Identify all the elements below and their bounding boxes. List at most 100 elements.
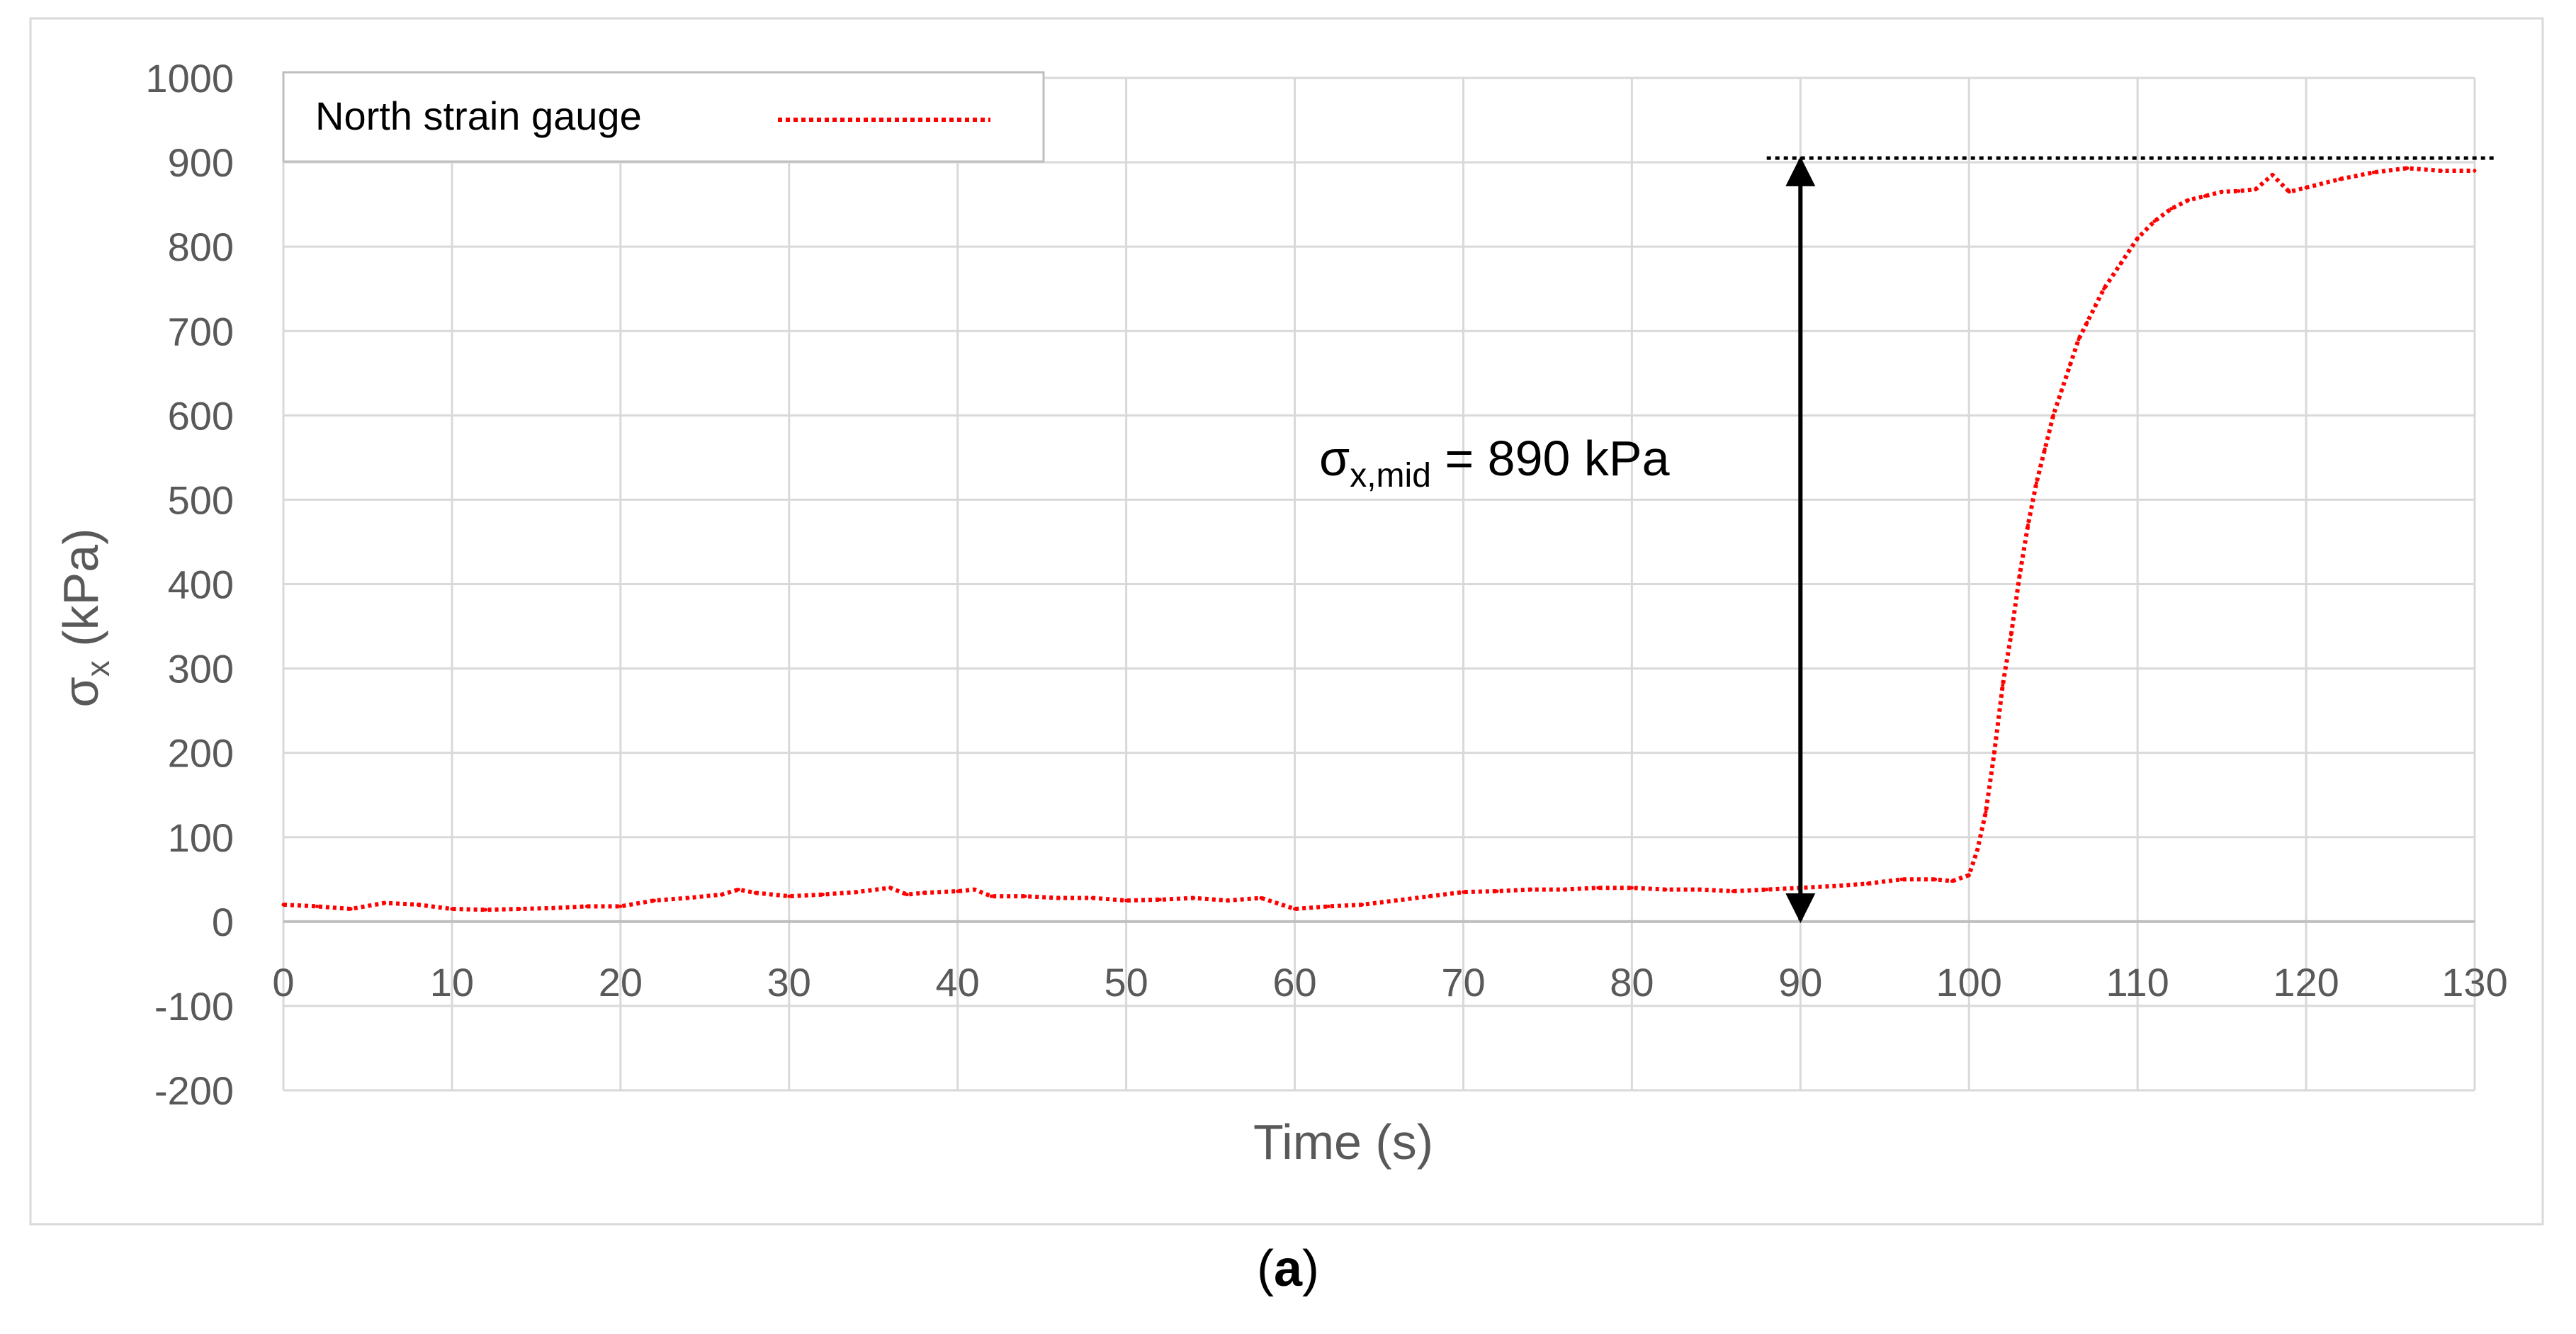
- data-point: [922, 891, 926, 895]
- data-point: [854, 890, 859, 894]
- data-point: [2034, 481, 2038, 485]
- data-point: [517, 907, 521, 911]
- data-point: [787, 894, 791, 898]
- figure-caption-close: ): [1302, 1240, 1319, 1297]
- data-point: [450, 907, 454, 911]
- data-point: [736, 888, 740, 892]
- data-point: [1158, 898, 1162, 902]
- annotation-layer: [1766, 156, 2496, 924]
- x-tick-label: 30: [767, 960, 811, 1005]
- y-tick-label: 900: [168, 140, 234, 185]
- data-point: [888, 886, 892, 890]
- data-point: [1992, 751, 1996, 755]
- data-point: [2237, 189, 2241, 193]
- data-point: [2405, 166, 2410, 170]
- y-tick-label: 400: [168, 563, 234, 607]
- data-point: [1056, 896, 1061, 900]
- data-point: [2304, 186, 2308, 190]
- data-point: [2118, 261, 2123, 266]
- figure-caption-letter: a: [1274, 1240, 1303, 1297]
- annotation-label: σx,mid = 890 kPa: [1319, 431, 1670, 494]
- data-point: [1428, 894, 1432, 898]
- data-point: [1765, 888, 1769, 892]
- x-axis-title: Time (s): [1253, 1114, 1433, 1170]
- figure-caption-open: (: [1257, 1240, 1274, 1297]
- data-point: [2169, 207, 2174, 211]
- data-point: [1192, 896, 1196, 900]
- data-point: [720, 893, 724, 897]
- data-point: [2135, 236, 2140, 240]
- y-tick-label: 500: [168, 477, 234, 522]
- data-point: [1866, 881, 1870, 886]
- y-tick-label: 300: [168, 647, 234, 691]
- data-point: [2060, 388, 2064, 392]
- data-point: [1967, 873, 1971, 877]
- y-tick-label: -200: [154, 1068, 234, 1113]
- y-tick-label: 700: [168, 309, 234, 354]
- data-point: [905, 893, 909, 897]
- data-point: [1975, 848, 1979, 852]
- data-point: [383, 901, 387, 905]
- data-point: [1832, 884, 1836, 888]
- data-point: [1697, 888, 1702, 892]
- x-tick-label: 70: [1441, 960, 1485, 1005]
- data-point: [1124, 898, 1129, 903]
- data-point: [2102, 287, 2106, 291]
- y-axis-title-unit: (kPa): [53, 528, 108, 661]
- figure-caption: (a): [1257, 1240, 1319, 1297]
- data-point: [1023, 894, 1027, 898]
- x-tick-label: 80: [1610, 960, 1654, 1005]
- legend-entry-label: North strain gauge: [315, 94, 642, 138]
- x-tick-label: 110: [2106, 960, 2169, 1005]
- data-point: [1596, 886, 1600, 890]
- data-point: [349, 907, 353, 911]
- y-tick-label: 600: [168, 393, 234, 438]
- data-point: [1360, 903, 1365, 907]
- data-point: [2094, 304, 2098, 307]
- x-tick-label: 100: [1936, 960, 2002, 1005]
- data-point: [820, 893, 825, 897]
- x-tick-label: 90: [1778, 960, 1822, 1005]
- data-point: [1629, 886, 1634, 890]
- data-point: [2043, 447, 2047, 451]
- data-point: [1731, 889, 1735, 893]
- data-point: [2001, 683, 2005, 687]
- legend-box: [282, 71, 1045, 163]
- y-axis-title-symbol: σ: [53, 677, 108, 707]
- data-point: [1259, 896, 1263, 900]
- data-point: [2077, 337, 2081, 341]
- data-point: [2068, 363, 2072, 367]
- y-tick-label: 200: [168, 731, 234, 776]
- data-point: [1529, 888, 1533, 892]
- data-point: [584, 904, 589, 908]
- annotation-label-subscript: x,mid: [1350, 457, 1431, 494]
- annotation-label-value: = 890 kPa: [1431, 431, 1670, 486]
- data-point: [1950, 879, 1954, 883]
- data-point: [1462, 890, 1465, 894]
- data-point: [956, 889, 960, 893]
- data-point: [2287, 190, 2291, 194]
- data-point: [1663, 888, 1668, 892]
- y-axis-title-subscript: x: [79, 660, 116, 677]
- x-tick-label: 0: [272, 960, 294, 1005]
- data-point: [2220, 190, 2224, 194]
- data-point: [1326, 904, 1331, 908]
- data-point: [2018, 574, 2022, 578]
- y-tick-label: 800: [168, 225, 234, 269]
- data-point: [652, 898, 656, 903]
- y-axis-title: σx (kPa): [53, 528, 116, 708]
- data-point: [1899, 877, 1904, 881]
- data-point: [1293, 907, 1297, 911]
- data-point: [281, 903, 286, 907]
- chart-frame: [29, 17, 2544, 1226]
- data-point: [1984, 810, 1988, 814]
- x-tick-label: 60: [1272, 960, 1316, 1005]
- data-point: [2026, 523, 2030, 527]
- y-tick-label: 0: [212, 900, 234, 944]
- data-point: [2085, 320, 2089, 324]
- x-tick-label: 130: [2441, 960, 2507, 1005]
- data-point: [1933, 877, 1938, 881]
- data-point: [2473, 169, 2477, 173]
- data-point: [1495, 889, 1499, 893]
